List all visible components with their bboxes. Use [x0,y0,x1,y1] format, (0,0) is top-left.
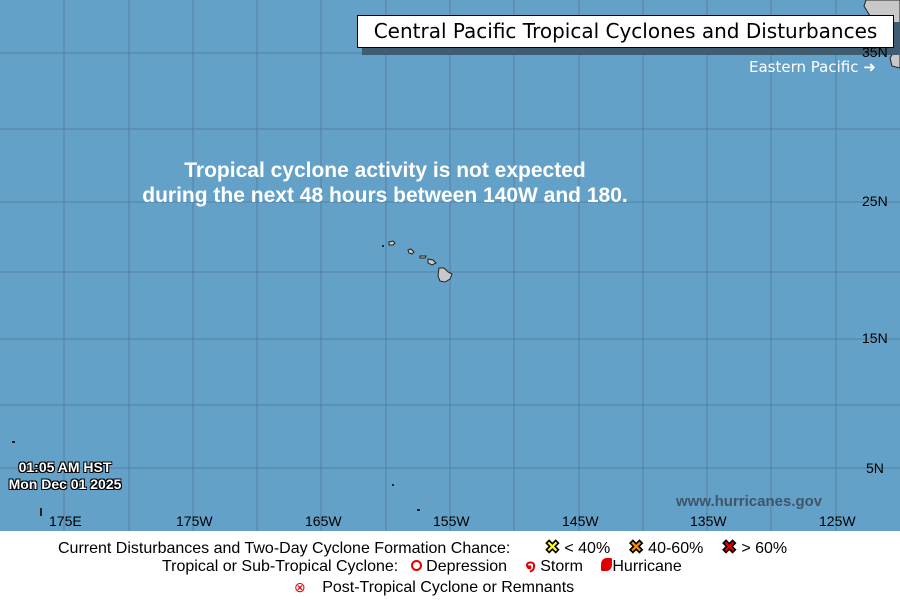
timestamp: 01:05 AM HST Mon Dec 01 2025 [0,459,130,493]
map-graticule [0,0,900,531]
lon-label: 125W [819,513,856,529]
message-line-1: Tropical cyclone activity is not expecte… [184,159,586,182]
storm-label: Storm [540,558,583,575]
low-chance-x-icon: ✖ [544,537,560,558]
depression-icon [410,560,422,571]
lon-label: 135W [690,513,727,529]
medium-chance-label: 40-60% [648,540,704,557]
lon-label: 155W [433,513,470,529]
lon-label: 145W [562,513,599,529]
lat-label: 25N [862,193,888,209]
website-label: www.hurricanes.gov [676,493,823,510]
high-chance-label: > 60% [741,540,788,557]
map: Central Pacific Tropical Cyclones and Di… [0,0,900,531]
message-line-2: during the next 48 hours between 140W an… [142,184,628,207]
cyclone-label: Tropical or Sub-Tropical Cyclone: [162,558,399,575]
hurricane-label: Hurricane [612,558,682,575]
disturbances-label: Current Disturbances and Two-Day Cyclone… [58,540,511,557]
lon-label: 175W [176,513,213,529]
map-title: Central Pacific Tropical Cyclones and Di… [357,15,894,48]
lon-label: 175E [49,513,82,529]
lat-label: 15N [862,330,888,346]
timestamp-time: 01:05 AM HST [18,459,112,475]
lat-label: 35N [862,44,888,60]
lat-label: 5N [866,460,884,476]
high-chance-x-icon: ✖ [721,537,737,558]
post-tropical-icon: ⊗ [294,579,306,595]
timestamp-date: Mon Dec 01 2025 [8,476,122,492]
medium-chance-x-icon: ✖ [628,537,644,558]
outlook-message: Tropical cyclone activity is not expecte… [100,158,670,208]
low-chance-label: < 40% [564,540,611,557]
storm-icon: ໑ [525,558,536,575]
post-tropical-label: Post-Tropical Cyclone or Remnants [322,579,575,596]
lon-label: 165W [305,513,342,529]
hurricane-icon [601,558,613,571]
eastern-pacific-link[interactable]: Eastern Pacific ➜ [749,58,876,76]
depression-label: Depression [426,558,508,575]
